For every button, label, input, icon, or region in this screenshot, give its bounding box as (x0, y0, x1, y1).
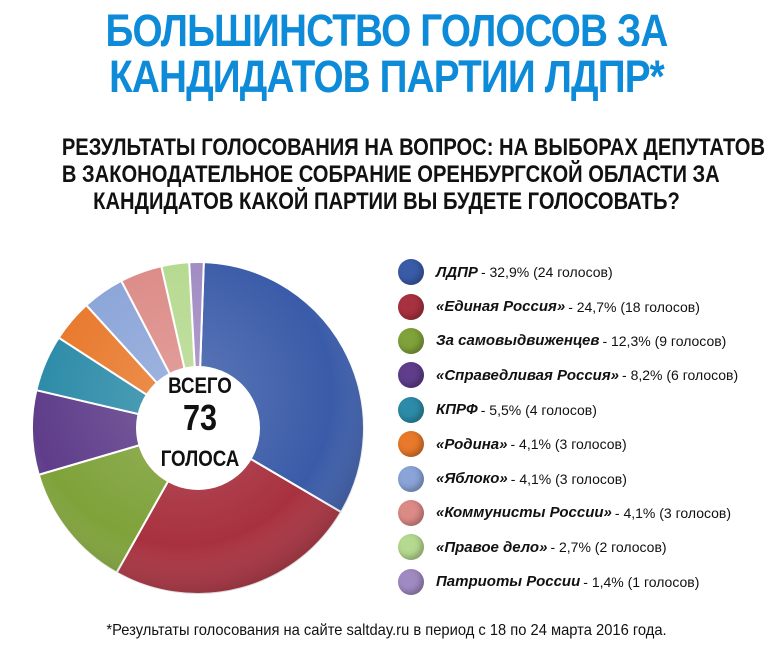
legend-value: - 8,2% (6 голосов) (622, 367, 739, 384)
legend-swatch (398, 396, 424, 423)
legend-party-name: За самовыдвиженцев (436, 332, 600, 350)
pie-chart: ВСЕГО 73 ГОЛОСА (31, 261, 365, 595)
legend-swatch (398, 465, 424, 492)
legend-item: КПРФ - 5,5% (4 голосов) (398, 393, 773, 427)
legend-value: - 5,5% (4 голосов) (480, 401, 597, 418)
legend-party-name: «Яблоко» (436, 470, 508, 488)
legend-swatch (398, 259, 424, 286)
legend-value: - 2,7% (2 голосов) (550, 539, 667, 556)
chart-subtitle: РЕЗУЛЬТАТЫ ГОЛОСОВАНИЯ НА ВОПРОС: НА ВЫБ… (61, 134, 766, 215)
legend-item: «Справедливая Россия» - 8,2% (6 голосов) (398, 358, 773, 392)
legend-value: - 32,9% (24 голосов) (480, 264, 613, 281)
legend-item: ЛДПР - 32,9% (24 голосов) (398, 255, 773, 289)
legend-swatch (398, 534, 424, 561)
footnote: *Результаты голосования на сайте saltday… (106, 622, 667, 639)
legend-swatch (398, 362, 424, 389)
legend-value: - 24,7% (18 голосов) (568, 298, 700, 315)
subtitle-line-3: КАНДИДАТОВ КАКОЙ ПАРТИИ ВЫ БУДЕТЕ ГОЛОСО… (93, 188, 680, 215)
legend-value: - 1,4% (1 голосов) (583, 573, 700, 590)
legend-value: - 4,1% (3 голосов) (510, 470, 627, 487)
title-line-1: БОЛЬШИНСТВО ГОЛОСОВ ЗА (105, 5, 669, 56)
legend-swatch (398, 499, 424, 526)
legend-item: За самовыдвиженцев - 12,3% (9 голосов) (398, 324, 773, 358)
center-total-number: 73 (183, 399, 217, 439)
legend-item: Патриоты России - 1,4% (1 голосов) (398, 565, 773, 599)
title-line-2: КАНДИДАТОВ ПАРТИИ ЛДПР* (109, 51, 665, 102)
legend-party-name: КПРФ (436, 401, 478, 419)
legend-swatch (398, 568, 424, 595)
legend-item: «Яблоко» - 4,1% (3 голосов) (398, 461, 773, 495)
legend-value: - 4,1% (3 голосов) (614, 504, 732, 521)
legend-swatch (398, 431, 424, 458)
subtitle-line-2: В ЗАКОНОДАТЕЛЬНОЕ СОБРАНИЕ ОРЕНБУРГСКОЙ … (61, 161, 720, 188)
legend-item: «Родина» - 4,1% (3 голосов) (398, 427, 773, 461)
legend-party-name: ЛДПР (436, 263, 478, 281)
legend-party-name: «Коммунисты России» (436, 504, 612, 522)
center-label-top: ВСЕГО (168, 375, 232, 399)
legend-party-name: Патриоты России (436, 573, 581, 591)
center-label-bottom: ГОЛОСА (161, 448, 240, 472)
legend-value: - 12,3% (9 голосов) (602, 332, 727, 349)
legend-party-name: «Справедливая Россия» (436, 366, 620, 384)
legend-party-name: «Единая Россия» (436, 298, 566, 316)
legend-swatch (398, 293, 424, 320)
legend: ЛДПР - 32,9% (24 голосов) «Единая Россия»… (398, 255, 773, 599)
chart-title: БОЛЬШИНСТВО ГОЛОСОВ ЗА КАНДИДАТОВ ПАРТИИ… (54, 8, 719, 100)
legend-item: «Единая Россия» - 24,7% (18 голосов) (398, 289, 773, 323)
subtitle-line-1: РЕЗУЛЬТАТЫ ГОЛОСОВАНИЯ НА ВОПРОС: НА ВЫБ… (61, 134, 766, 161)
legend-party-name: «Правое дело» (436, 538, 548, 556)
legend-item: «Коммунисты России» - 4,1% (3 голосов) (398, 496, 773, 530)
legend-value: - 4,1% (3 голосов) (510, 436, 627, 453)
legend-item: «Правое дело» - 2,7% (2 голосов) (398, 530, 773, 564)
legend-party-name: «Родина» (436, 435, 508, 453)
center-hole (136, 366, 260, 490)
legend-swatch (398, 327, 424, 354)
